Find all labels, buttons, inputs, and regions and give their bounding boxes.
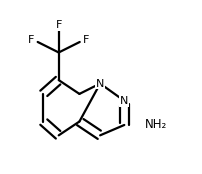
Text: F: F [83,35,89,45]
Text: F: F [56,20,62,30]
Text: F: F [28,35,35,45]
Text: NH₂: NH₂ [145,118,167,132]
Text: N: N [96,78,104,89]
Text: N: N [120,96,128,106]
